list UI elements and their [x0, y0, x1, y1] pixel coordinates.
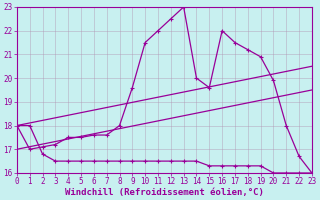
- X-axis label: Windchill (Refroidissement éolien,°C): Windchill (Refroidissement éolien,°C): [65, 188, 264, 197]
